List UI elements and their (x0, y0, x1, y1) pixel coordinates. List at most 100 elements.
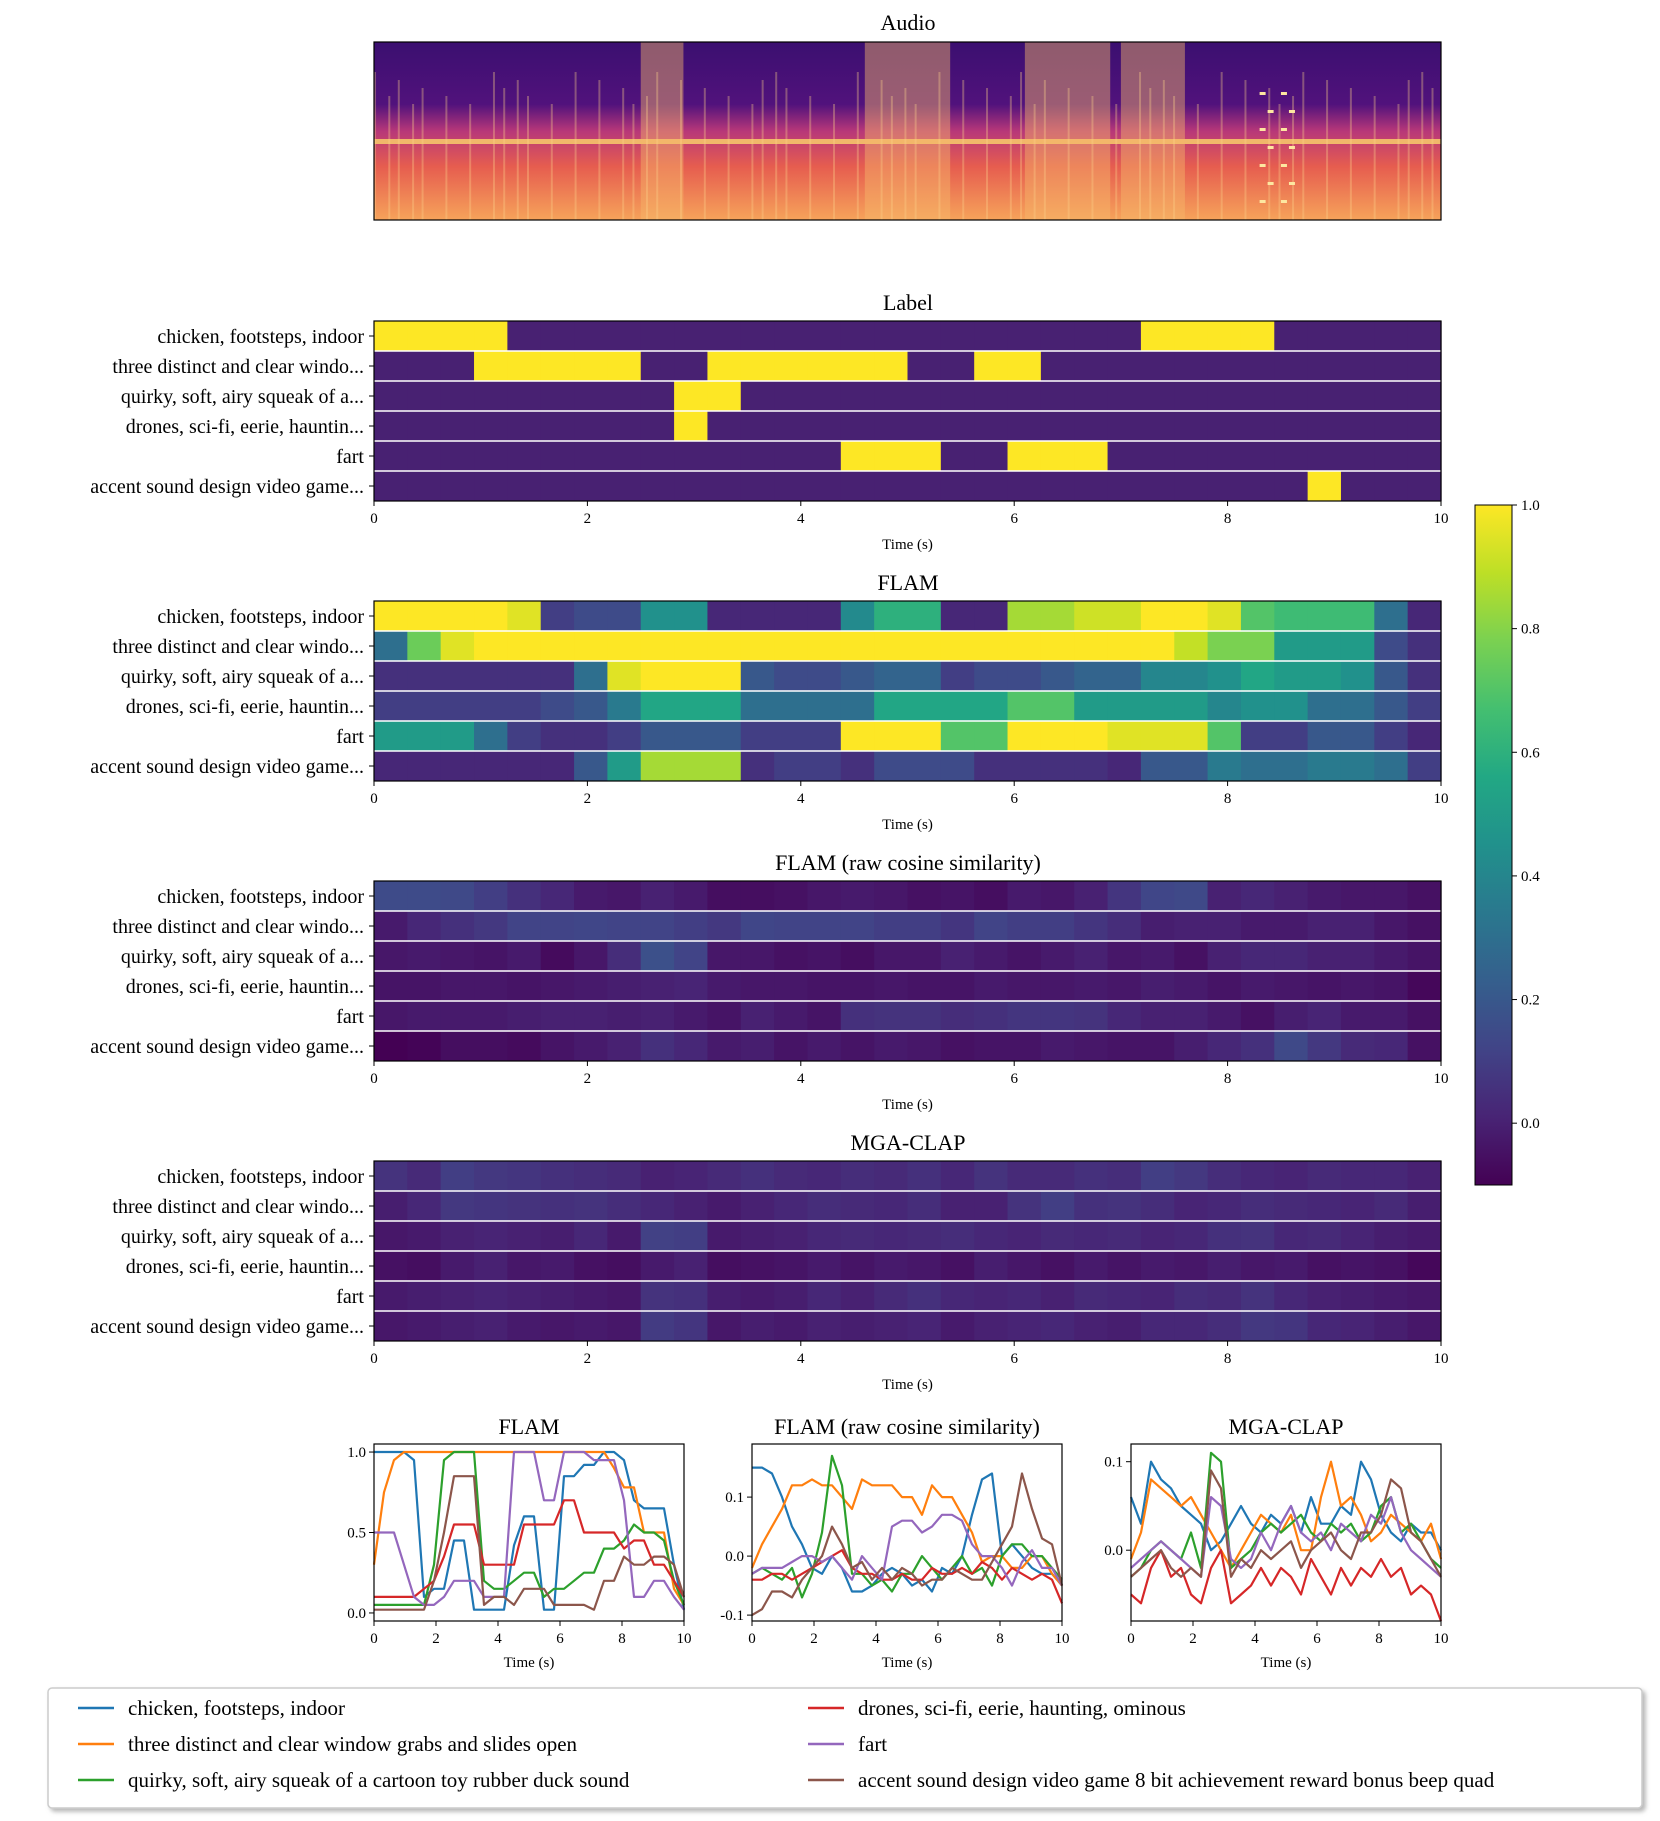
heatmap-cell (640, 881, 675, 911)
y-tick-label: 0.0 (347, 1606, 366, 1622)
heatmap-cell (407, 911, 442, 941)
heatmap-cell (1307, 631, 1342, 661)
heatmap-cell (1040, 411, 1075, 441)
heatmap-cell (1374, 881, 1409, 911)
heatmap-cell (474, 721, 508, 751)
heatmap-cell (574, 911, 608, 941)
heatmap-cell (374, 1191, 408, 1221)
y-tick-label: 0.1 (725, 1490, 744, 1506)
heatmap-cell (1340, 441, 1375, 471)
heatmap-cell (1274, 601, 1309, 631)
heatmap-cell (440, 1311, 475, 1341)
heatmap-cell (707, 941, 742, 971)
heatmap-cell (474, 411, 508, 441)
heatmap-cell (1307, 1001, 1342, 1031)
spectrogram-transient (645, 96, 648, 220)
heatmap-cell (840, 911, 875, 941)
heatmap-cell (874, 1311, 909, 1341)
heatmap-cell (874, 1001, 909, 1031)
row-label: three distinct and clear windo... (112, 636, 364, 658)
heatmap-cell (440, 351, 475, 381)
heatmap-cell (740, 411, 775, 441)
heatmap-cell (974, 661, 1009, 691)
heatmap-cell (940, 691, 975, 721)
heatmap-cell (507, 971, 542, 1001)
heatmap-cell (874, 631, 909, 661)
heatmap-cell (1307, 411, 1342, 441)
heatmap-cell (1340, 351, 1375, 381)
heatmap-frame (373, 320, 1442, 502)
row-label: three distinct and clear windo... (112, 1196, 364, 1218)
heatmap-cell (940, 1161, 975, 1191)
heatmap-cell (1007, 1311, 1042, 1341)
mgaclap-panel: MGA-CLAP chicken, footsteps, indoor three… (90, 1130, 1448, 1393)
heatmap-cell (807, 1001, 842, 1031)
spectrogram-transient (1244, 80, 1247, 220)
heatmap-cell (1107, 941, 1142, 971)
heatmap-cell (1407, 1031, 1442, 1061)
heatmap-cell (1140, 1161, 1175, 1191)
spectrogram-transient (1139, 72, 1142, 220)
heatmap-cell (1374, 351, 1409, 381)
x-axis-label: Time (s) (882, 537, 933, 553)
heatmap-cell (1040, 941, 1075, 971)
heatmap-cell (674, 601, 709, 631)
heatmap-cell (574, 631, 608, 661)
heatmap-cell (607, 1221, 642, 1251)
spectrogram-transient (374, 72, 376, 220)
heatmap-cell (1107, 631, 1142, 661)
heatmap-cell (1140, 1221, 1175, 1251)
heatmap-cell (374, 881, 408, 911)
heatmap-cell (440, 631, 475, 661)
plot-frame (1130, 1443, 1442, 1622)
legend-label-2: quirky, soft, airy squeak of a cartoon t… (128, 1768, 630, 1792)
audio-spectrogram (374, 42, 1441, 220)
x-tick-label: 6 (556, 1631, 564, 1647)
series-line-2 (374, 1450, 686, 1607)
heatmap-cell (407, 601, 442, 631)
heatmap-cell (540, 441, 575, 471)
heatmap-cell (707, 1191, 742, 1221)
heatmap-cell (1274, 721, 1309, 751)
heatmap-cell (374, 661, 408, 691)
heatmap-cell (707, 601, 742, 631)
heatmap-cell (1274, 471, 1309, 501)
heatmap-cell (1174, 381, 1209, 411)
heatmap-cell (840, 351, 875, 381)
audio-frame (373, 41, 1442, 221)
heatmap-cell (707, 721, 742, 751)
heatmap-cell (1407, 1311, 1442, 1341)
heatmap-cell (507, 471, 542, 501)
heatmap-cell (907, 601, 942, 631)
heatmap-cell (740, 631, 775, 661)
heatmap-cell (440, 381, 475, 411)
heatmap-cell (1040, 1311, 1075, 1341)
spectrogram-transient (1220, 72, 1223, 220)
heatmap-cell (1240, 941, 1275, 971)
heatmap-cell (674, 1221, 709, 1251)
heatmap-cell (1274, 751, 1309, 781)
heatmap-cell (374, 321, 408, 351)
heatmap-cell (874, 691, 909, 721)
heatmap-cell (1107, 971, 1142, 1001)
heatmap-cell (907, 751, 942, 781)
heatmap-cell (407, 751, 442, 781)
heatmap-cell (1074, 601, 1109, 631)
spectrogram-transient (632, 104, 635, 220)
heatmap-cell (807, 1281, 842, 1311)
heatmap-cell (507, 1031, 542, 1061)
heatmap-cell (1374, 1001, 1409, 1031)
spectrogram-transient (1091, 96, 1094, 220)
heatmap-cell (507, 1251, 542, 1281)
heatmap-cell (1274, 441, 1309, 471)
heatmap-cell (674, 321, 709, 351)
heatmap-cell (1107, 321, 1142, 351)
heatmap-cell (1374, 1191, 1409, 1221)
heatmap-cell (407, 1311, 442, 1341)
spectrogram-transient (1043, 80, 1046, 220)
heatmap-cell (1340, 1191, 1375, 1221)
heatmap-cell (440, 601, 475, 631)
heatmap-cell (1174, 631, 1209, 661)
x-tick-label: 10 (1434, 791, 1449, 807)
heatmap-cell (674, 1031, 709, 1061)
